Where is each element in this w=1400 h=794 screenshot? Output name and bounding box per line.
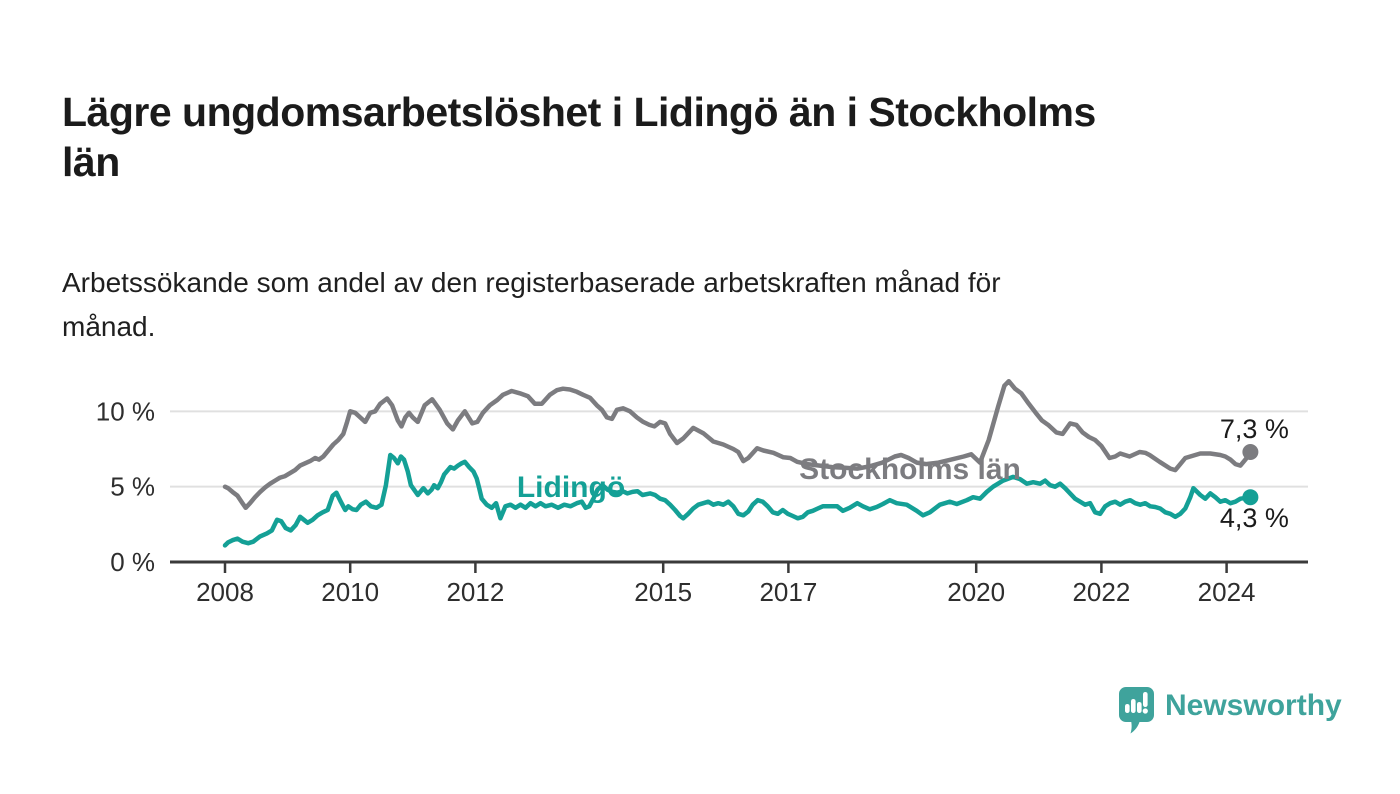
y-tick-label-5-percent: 5 % [110,472,155,502]
liding--line [222,452,1253,548]
x-tick-label-2020: 2020 [947,577,1005,607]
y-tick-label-0-percent: 0 % [110,547,155,577]
x-tick-label-2010: 2010 [321,577,379,607]
chart-subtitle: Arbetssökande som andel av den registerb… [62,267,1001,342]
chart-title: Lägre ungdomsarbetslöshet i Lidingö än i… [62,89,1096,186]
newsworthy-logo-text: Newsworthy [1165,689,1342,722]
x-tick-label-2024: 2024 [1198,577,1256,607]
stockholms-l-n-end-dot [1242,444,1259,461]
y-tick-label-10-percent: 10 % [96,396,155,426]
x-tick-label-2015: 2015 [634,577,692,607]
series-label-liding-: Lidingö [517,471,625,504]
series-label-stockholms-l-n: Stockholms län [799,453,1021,486]
liding--end-value-label: 4,3 % [1220,503,1289,533]
liding--end-dot [1242,489,1259,506]
x-tick-label-2017: 2017 [759,577,817,607]
x-tick-label-2012: 2012 [446,577,504,607]
newsworthy-logo[interactable]: Newsworthy [1118,686,1342,736]
newsworthy-bubble-bar-chart-icon [1118,686,1155,740]
x-tick-label-2022: 2022 [1072,577,1130,607]
stockholms-l-n-line [222,378,1253,511]
stockholms-l-n-end-value-label: 7,3 % [1220,414,1289,444]
x-tick-label-2008: 2008 [196,577,254,607]
